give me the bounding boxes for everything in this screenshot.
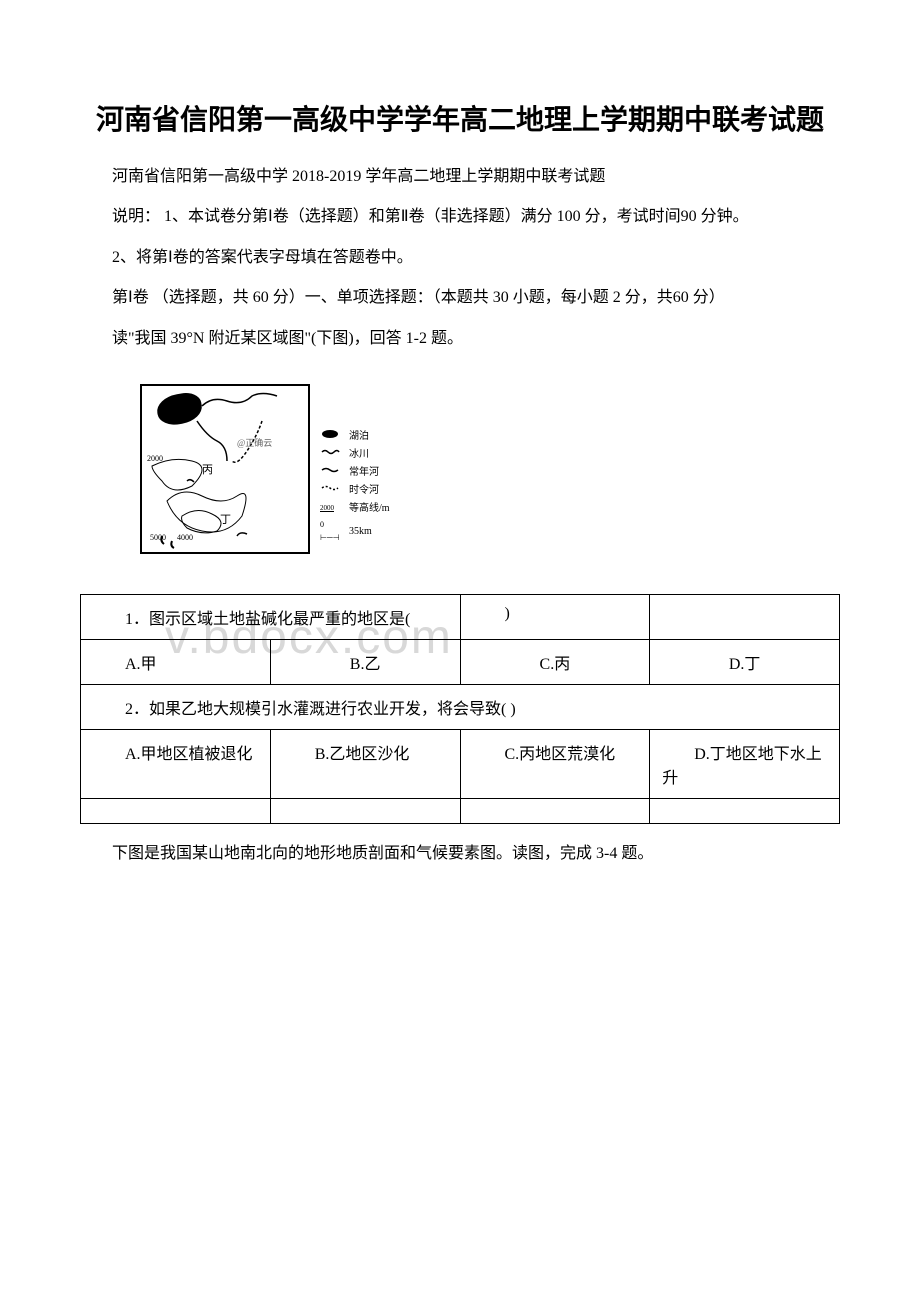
elevation-icon: 2000 [320,503,345,514]
river-lines [142,386,312,556]
q1-option-c: C.丙 [460,639,650,684]
table-row: A.甲 B.乙 C.丙 D.丁 [81,639,840,684]
q2-question: 2．如果乙地大规模引水灌溉进行农业开发，将会导致( ) [81,684,840,729]
q2-option-c: C.丙地区荒漠化 [460,729,650,798]
glacier-icon [320,447,345,463]
legend-elevation: 2000 等高线/m [320,501,390,517]
document-title: 河南省信阳第一高级中学学年高二地理上学期期中联考试题 [80,100,840,142]
legend-seasonal-label: 时令河 [349,483,379,499]
table-row: 2．如果乙地大规模引水灌溉进行农业开发，将会导致( ) [81,684,840,729]
label-bing: 丙 [202,461,213,477]
map-legend: 湖泊 冰川 常年河 时令河 2000 等高线/m 0 ⊢─⊣ 35km [320,429,390,547]
q1-option-a: A.甲 [81,639,271,684]
q1-option-d: D.丁 [650,639,840,684]
label-ding: 丁 [220,511,231,527]
legend-lake-label: 湖泊 [349,429,369,445]
table-row: 1．图示区域土地盐碱化最严重的地区是( ) [81,594,840,639]
bottom-instruction: 下图是我国某山地南北向的地形地质剖面和气候要素图。读图，完成 3-4 题。 [80,839,840,869]
legend-glacier-label: 冰川 [349,447,369,463]
table-row: A.甲地区植被退化 B.乙地区沙化 C.丙地区荒漠化 D.丁地区地下水上升 [81,729,840,798]
legend-elevation-label: 等高线/m [349,501,390,517]
perennial-icon [320,465,345,481]
seasonal-icon [320,483,345,499]
scale-icon: 0 ⊢─⊣ [320,519,345,545]
contour-2000: 2000 [147,454,163,463]
legend-lake: 湖泊 [320,429,390,445]
empty-cell [650,798,840,823]
instruction-1: 说明： 1、本试卷分第Ⅰ卷（选择题）和第Ⅱ卷（非选择题）满分 100 分，考试时… [80,202,840,232]
legend-scale-label: 35km [349,524,372,540]
lake-icon [320,429,345,445]
legend-seasonal: 时令河 [320,483,390,499]
figure-watermark: @正确云 [237,436,272,449]
legend-perennial: 常年河 [320,465,390,481]
q1-empty [650,594,840,639]
instruction-2: 2、将第Ⅰ卷的答案代表字母填在答题卷中。 [80,243,840,273]
q1-option-b: B.乙 [270,639,460,684]
legend-scale: 0 ⊢─⊣ 35km [320,519,390,545]
legend-glacier: 冰川 [320,447,390,463]
q2-option-d: D.丁地区地下水上升 [650,729,840,798]
q2-option-a: A.甲地区植被退化 [81,729,271,798]
map-box: @正确云 2000 4000 5000 丙 丁 [140,384,310,554]
contour-5000: 5000 [150,533,166,542]
subtitle: 河南省信阳第一高级中学 2018-2019 学年高二地理上学期期中联考试题 [80,162,840,192]
empty-cell [270,798,460,823]
contour-4000: 4000 [177,533,193,542]
q1-question: 1．图示区域土地盐碱化最严重的地区是( [81,594,461,639]
instruction-3: 第Ⅰ卷 （选择题，共 60 分）一、单项选择题：（本题共 30 小题，每小题 2… [80,283,840,313]
map-figure: @正确云 2000 4000 5000 丙 丁 湖泊 冰川 常年河 [140,384,420,564]
legend-perennial-label: 常年河 [349,465,379,481]
q1-paren: ) [460,594,650,639]
questions-table: 1．图示区域土地盐碱化最严重的地区是( ) A.甲 B.乙 C.丙 D.丁 2．… [80,594,840,824]
table-row [81,798,840,823]
q2-option-b: B.乙地区沙化 [270,729,460,798]
instruction-4: 读"我国 39°N 附近某区域图"(下图)，回答 1-2 题。 [80,324,840,354]
empty-cell [460,798,650,823]
empty-cell [81,798,271,823]
